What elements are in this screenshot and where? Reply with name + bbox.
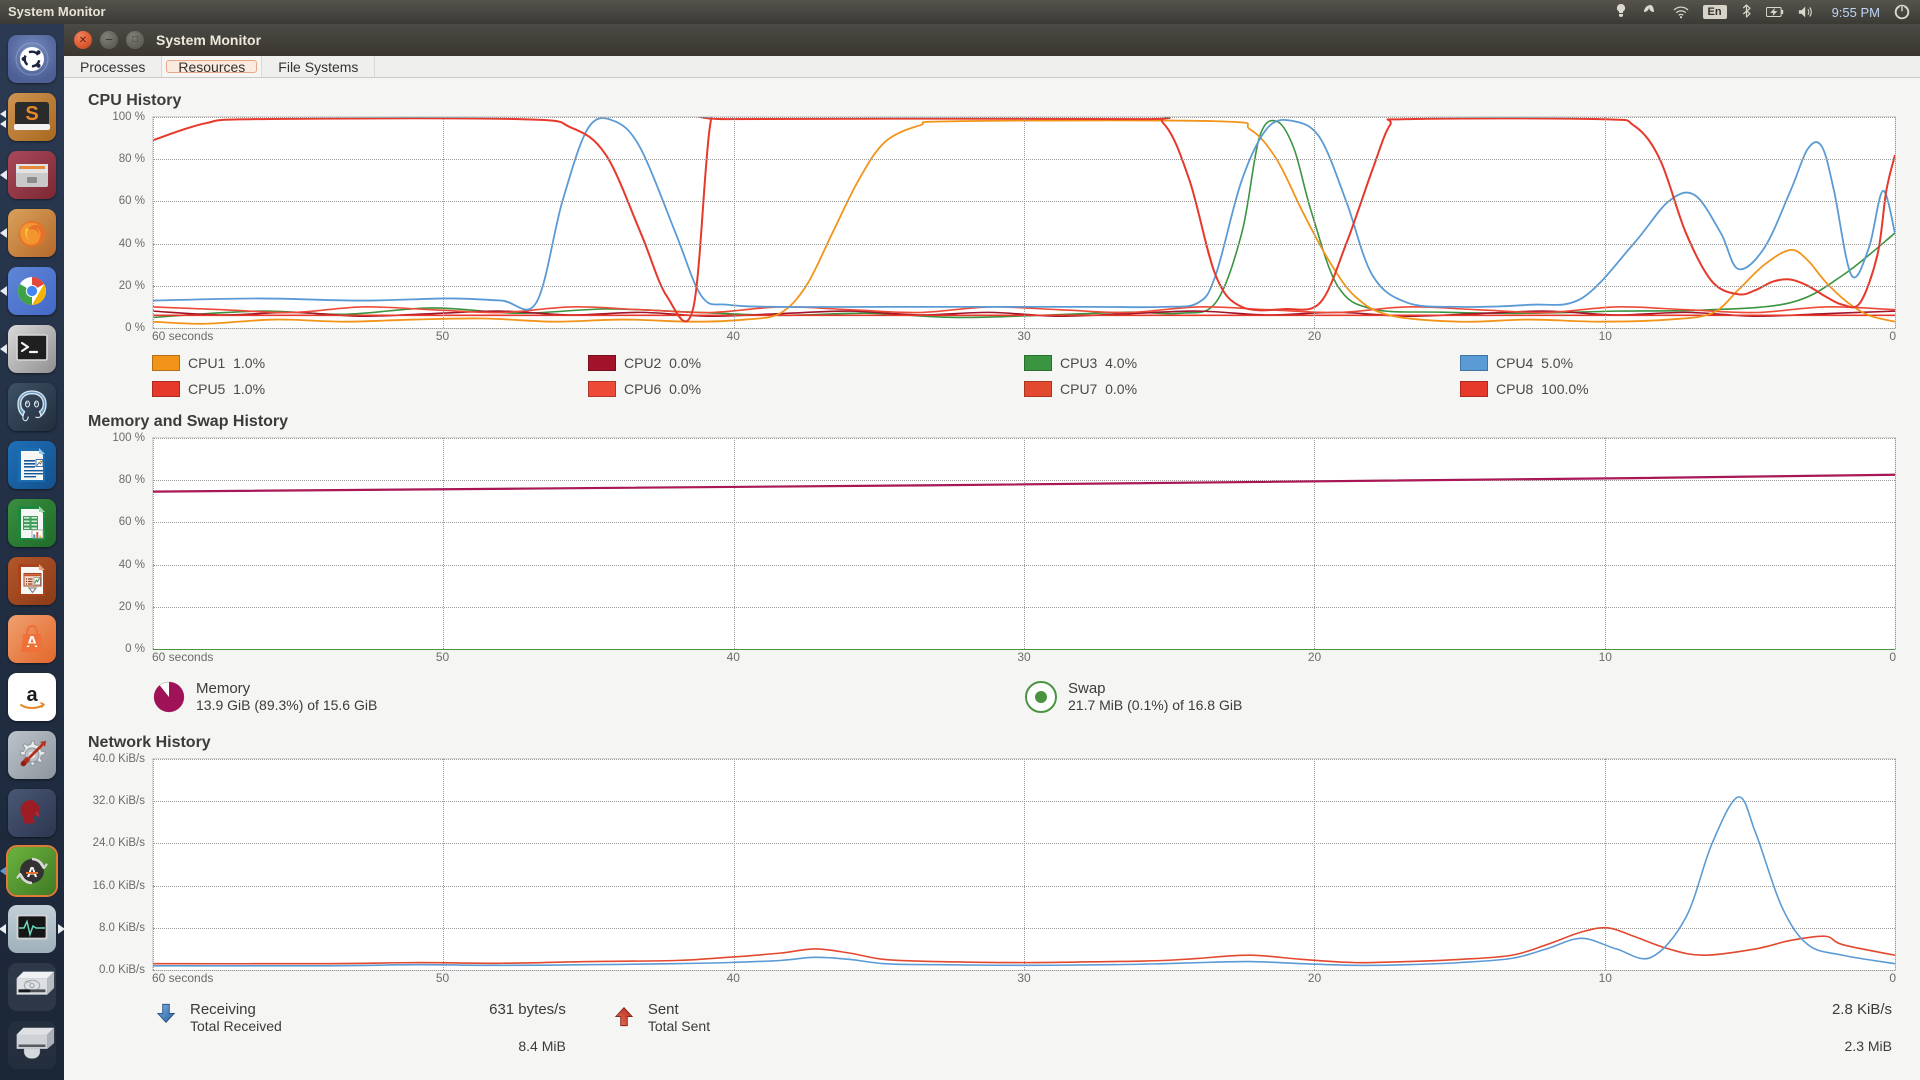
svg-text:S: S xyxy=(25,103,38,125)
svg-text:a: a xyxy=(26,684,38,706)
svg-text:A: A xyxy=(26,634,38,651)
